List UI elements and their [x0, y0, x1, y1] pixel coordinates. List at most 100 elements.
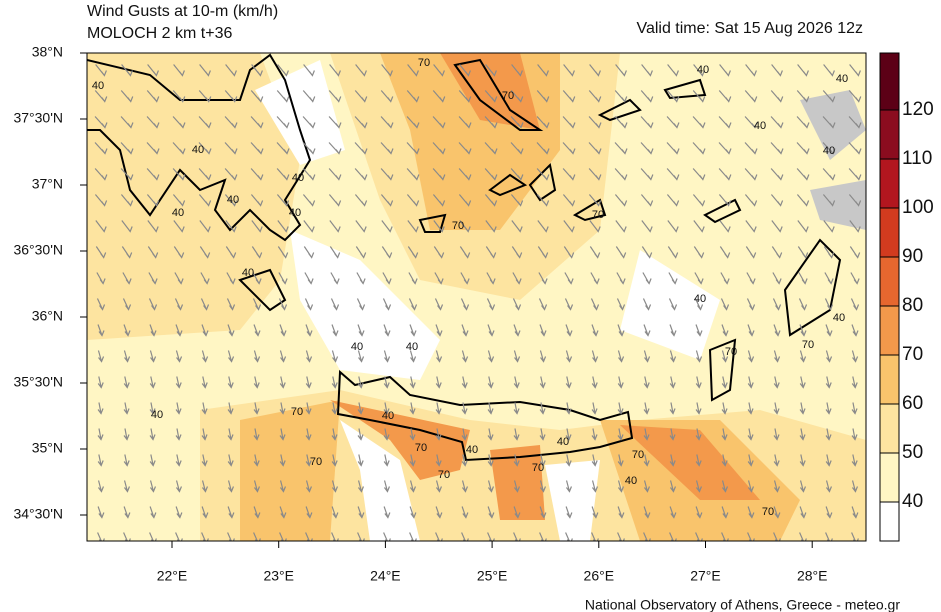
contour-label: 70	[291, 406, 303, 418]
wind-arrow	[226, 272, 236, 285]
wind-arrow	[565, 506, 573, 519]
wind-arrow	[460, 298, 470, 311]
wind-arrow	[745, 64, 757, 77]
wind-arrow	[798, 272, 808, 285]
contour-label: 40	[823, 145, 835, 157]
contour-labels: 40 40 40 40 40 40 40 40 40 40 70 70 70 40 40 70 70 40 70 40…	[92, 57, 848, 518]
wind-arrow	[798, 298, 808, 311]
wind-arrow	[328, 194, 342, 207]
contour-label: 40	[192, 144, 204, 156]
wind-arrow	[458, 194, 472, 207]
wind-arrow	[588, 194, 602, 207]
wind-arrow	[562, 168, 576, 181]
wind-arrow	[565, 376, 572, 389]
wind-arrow	[251, 220, 263, 233]
wind-arrow	[485, 246, 497, 259]
wind-arrow	[721, 402, 728, 415]
wind-arrow	[799, 454, 806, 467]
wind-arrow	[747, 506, 755, 519]
wind-arrow	[355, 64, 367, 77]
wind-arrow	[590, 298, 600, 311]
wind-arrow	[357, 428, 364, 441]
wind-arrow	[148, 298, 158, 311]
colorbar-label: 70	[902, 344, 923, 365]
wind-arrow	[695, 350, 703, 363]
wind-arrow	[641, 64, 653, 77]
wind-arrow	[666, 194, 680, 207]
wind-arrow	[797, 220, 809, 233]
wind-arrow	[380, 90, 394, 103]
wind-arrow	[331, 480, 339, 493]
wind-arrow	[693, 246, 705, 259]
wind-arrow	[822, 194, 836, 207]
wind-arrow	[718, 90, 732, 103]
wind-arrow	[562, 194, 576, 207]
wind-arrow	[149, 402, 156, 415]
island	[572, 198, 607, 222]
wind-arrow	[97, 454, 104, 467]
wind-arrow	[383, 402, 390, 415]
wind-arrow	[563, 64, 575, 77]
wind-arrow	[825, 480, 833, 493]
wind-arrow	[279, 350, 287, 363]
wind-arrow	[591, 324, 599, 337]
wind-arrow	[120, 90, 134, 103]
wind-arrow	[148, 272, 158, 285]
wind-arrow	[406, 116, 420, 129]
wind-arrow	[175, 428, 182, 441]
contour-label: 70	[725, 346, 737, 358]
contour-label: 70	[592, 209, 604, 221]
wind-arrow	[149, 376, 156, 389]
wind-arrow	[822, 116, 836, 129]
wind-arrow	[278, 272, 288, 285]
wind-arrow	[744, 116, 758, 129]
wind-arrow	[773, 480, 781, 493]
wind-arrow	[773, 454, 780, 467]
wind-arrow	[510, 142, 524, 155]
wind-arrow	[511, 220, 523, 233]
wind-arrow	[406, 142, 420, 155]
wind-arrow	[357, 324, 365, 337]
wind-arrow	[302, 194, 316, 207]
wind-arrow	[822, 90, 836, 103]
wind-arrow	[409, 376, 416, 389]
wind-arrow	[539, 402, 546, 415]
coastlines	[87, 53, 842, 462]
wind-arrow	[589, 220, 601, 233]
wind-arrow	[617, 506, 625, 519]
wind-arrow	[226, 298, 236, 311]
wind-arrow	[434, 272, 444, 285]
wind-arrow	[718, 194, 732, 207]
wind-arrow	[695, 454, 702, 467]
calm-area	[545, 460, 600, 541]
wind-arrow	[305, 506, 313, 519]
wind-arrow	[539, 454, 546, 467]
wind-arrow	[487, 428, 494, 441]
wind-arrow	[227, 402, 234, 415]
wind-arrow	[227, 376, 234, 389]
calm-area	[290, 230, 440, 380]
wind-arrow	[407, 246, 419, 259]
wind-arrow	[354, 116, 368, 129]
wind-arrow	[253, 454, 260, 467]
wind-arrow	[747, 402, 754, 415]
wind-arrow	[692, 168, 706, 181]
wind-arrow	[745, 246, 757, 259]
wind-arrow	[97, 428, 104, 441]
wind-arrow	[146, 116, 160, 129]
wind-arrow	[433, 246, 445, 259]
wind-arrow	[383, 480, 391, 493]
wind-arrow	[695, 428, 702, 441]
colorbar-swatch	[880, 453, 899, 502]
karpathos	[708, 338, 737, 402]
wind-arrow	[460, 272, 470, 285]
wind-arrow	[538, 298, 548, 311]
wind-arrow	[799, 506, 807, 519]
wind-arrow	[617, 428, 624, 441]
gust-band	[240, 400, 340, 541]
wind-arrow	[120, 116, 134, 129]
wind-arrow	[640, 168, 654, 181]
wind-arrow	[433, 220, 445, 233]
wind-arrow	[773, 350, 781, 363]
